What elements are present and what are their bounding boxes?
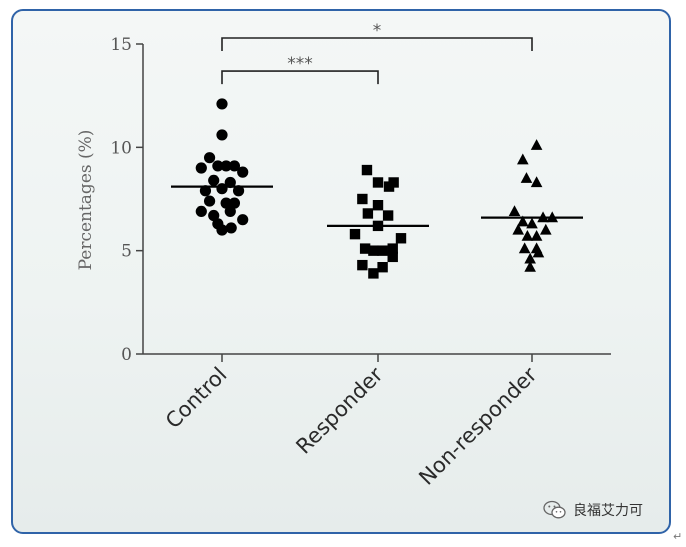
significance-brackets: **** bbox=[221, 21, 533, 85]
responder-point bbox=[362, 208, 374, 219]
x-tick-label: Responder bbox=[291, 362, 387, 458]
control-point bbox=[203, 152, 216, 164]
non-responder-point bbox=[530, 230, 543, 241]
y-axis-label: Percentages (%) bbox=[76, 130, 96, 271]
responder-point bbox=[382, 210, 394, 221]
data-points bbox=[195, 98, 559, 279]
control-point bbox=[232, 185, 245, 197]
non-responder-point bbox=[512, 223, 524, 235]
responder-point bbox=[377, 245, 388, 256]
responder-point bbox=[377, 262, 388, 273]
control-point bbox=[224, 176, 236, 189]
control-point bbox=[195, 205, 207, 217]
control-point bbox=[224, 205, 236, 217]
responder-point bbox=[361, 164, 373, 176]
control-point bbox=[220, 197, 232, 209]
significance-label: * bbox=[373, 21, 382, 41]
responder-point bbox=[372, 177, 384, 188]
control-point bbox=[203, 195, 216, 207]
non-responder-point bbox=[526, 217, 538, 229]
control-point bbox=[208, 209, 220, 222]
mean-lines bbox=[171, 185, 583, 227]
non-responder-point bbox=[532, 246, 545, 258]
x-tick-label: Non-responder bbox=[414, 362, 541, 489]
non-responder-point bbox=[540, 223, 552, 235]
non-responder-point bbox=[517, 215, 529, 227]
control-point bbox=[199, 185, 212, 197]
x-tick-label: Control bbox=[161, 363, 232, 434]
y-tick-label: 15 bbox=[110, 35, 132, 55]
control-point bbox=[195, 162, 207, 174]
non-responder-point bbox=[521, 230, 534, 241]
responder-point bbox=[368, 268, 379, 279]
significance-bracket bbox=[221, 70, 379, 85]
watermark-text: 良福艾力可 bbox=[573, 503, 643, 519]
significance-bracket bbox=[221, 37, 533, 51]
control-point bbox=[212, 160, 224, 172]
chart-frame bbox=[11, 9, 671, 534]
control-point bbox=[216, 129, 228, 141]
control-point bbox=[228, 197, 241, 209]
responder-point bbox=[387, 251, 398, 263]
responder-point bbox=[357, 193, 368, 205]
control-point bbox=[216, 98, 228, 110]
control-point bbox=[216, 183, 228, 195]
control-point bbox=[225, 222, 237, 234]
non-responder-point bbox=[530, 176, 543, 188]
return-mark: ↵ bbox=[673, 530, 683, 543]
non-responder-point bbox=[530, 139, 543, 150]
control-point bbox=[237, 166, 249, 178]
non-responder-point bbox=[518, 242, 531, 254]
y-tick-label: 5 bbox=[121, 242, 132, 262]
responder-point bbox=[368, 245, 379, 256]
significance-label: *** bbox=[287, 54, 313, 74]
control-point bbox=[216, 224, 228, 236]
control-point bbox=[237, 214, 249, 226]
responder-point bbox=[387, 243, 398, 254]
responder-point bbox=[395, 233, 407, 244]
y-tick-label: 0 bbox=[121, 345, 132, 365]
control-point bbox=[220, 160, 232, 172]
control-point bbox=[228, 160, 241, 172]
non-responder-point bbox=[524, 252, 536, 264]
responder-point bbox=[388, 177, 399, 188]
non-responder-point bbox=[524, 261, 536, 272]
non-responder-point bbox=[520, 172, 533, 183]
non-responder-point bbox=[517, 153, 529, 165]
non-responder-point bbox=[508, 205, 521, 216]
control-point bbox=[208, 174, 220, 186]
responder-point bbox=[359, 243, 371, 254]
responder-point bbox=[372, 200, 384, 211]
wechat-icon bbox=[543, 500, 566, 519]
responder-point bbox=[349, 228, 361, 240]
responder-point bbox=[357, 259, 368, 271]
y-tick-label: 10 bbox=[110, 138, 132, 158]
watermark: 良福艾力可 bbox=[543, 499, 643, 521]
